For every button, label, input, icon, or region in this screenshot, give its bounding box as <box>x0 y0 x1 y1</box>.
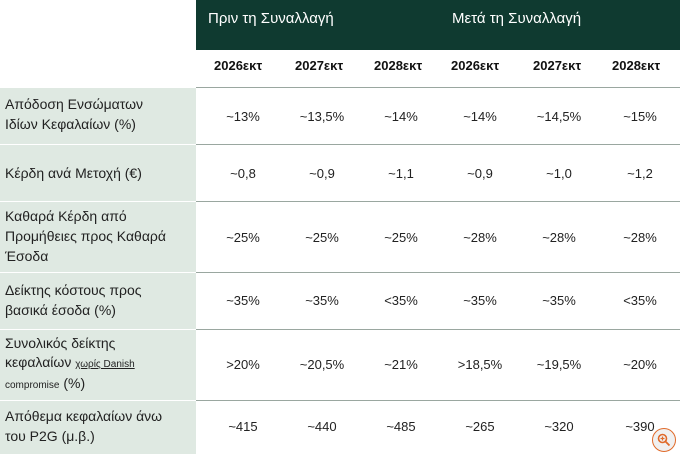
table-cell: ~0,9 <box>467 166 493 181</box>
table-cell: ~25% <box>384 230 418 245</box>
table-cell: ~28% <box>463 230 497 245</box>
table-cell: ~35% <box>463 293 497 308</box>
row-label-bg <box>0 202 196 272</box>
year-header: 2028εκτ <box>374 58 423 73</box>
table-cell: ~390 <box>625 419 655 434</box>
row-label-bg <box>0 88 196 144</box>
row-label-bg <box>0 401 196 454</box>
row-label: Απόθεμα κεφαλαίων άνω του P2G (μ.β.) <box>5 408 163 444</box>
table-cell: <35% <box>623 293 657 308</box>
table-cell: >18,5% <box>457 357 503 372</box>
table-cell: <35% <box>384 293 418 308</box>
table-header-band <box>196 0 680 50</box>
table-cell: ~28% <box>623 230 657 245</box>
table-cell: ~0,9 <box>309 166 335 181</box>
table-cell: ~35% <box>542 293 576 308</box>
table-cell: ~20% <box>623 357 657 372</box>
table-cell: ~35% <box>305 293 339 308</box>
table-cell: ~0,8 <box>230 166 256 181</box>
row-label: Συνολικός δείκτης κεφαλαίων χωρίς Danish… <box>5 335 135 391</box>
table-cell: ~35% <box>226 293 260 308</box>
divider <box>196 329 680 330</box>
table-cell: ~485 <box>386 419 416 434</box>
row-label-bg <box>0 145 196 201</box>
divider <box>196 400 680 401</box>
year-header: 2026εκτ <box>451 58 500 73</box>
table-cell: ~13,5% <box>299 109 345 124</box>
year-header: 2028εκτ <box>612 58 661 73</box>
row-label: Κέρδη ανά Μετοχή (€) <box>5 165 142 181</box>
table-cell: ~415 <box>228 419 258 434</box>
table-cell: ~1,0 <box>546 166 572 181</box>
divider <box>196 272 680 273</box>
year-header: 2027εκτ <box>533 58 582 73</box>
table-cell: ~25% <box>226 230 260 245</box>
row-label-bg <box>0 330 196 400</box>
table-cell: ~14% <box>463 109 497 124</box>
zoom-button[interactable] <box>652 428 676 452</box>
table-cell: ~440 <box>307 419 337 434</box>
row-label: Δείκτης κόστους προς βασικά έσοδα (%) <box>5 282 142 318</box>
header-after: Μετά τη Συναλλαγή <box>452 10 582 27</box>
row-label: Απόδοση Ενσώματων Ιδίων Κεφαλαίων (%) <box>5 96 144 132</box>
row-label: Καθαρά Κέρδη από Προμήθειες προς Καθαρά … <box>5 208 166 264</box>
table-cell: ~14,5% <box>536 109 582 124</box>
table-cell: ~25% <box>305 230 339 245</box>
table-cell: ~19,5% <box>536 357 582 372</box>
table-cell: ~265 <box>465 419 495 434</box>
year-header: 2027εκτ <box>295 58 344 73</box>
table-cell: ~21% <box>384 357 418 372</box>
table-cell: ~1,2 <box>627 166 653 181</box>
divider <box>196 144 680 145</box>
table-cell: ~14% <box>384 109 418 124</box>
table-cell: ~13% <box>226 109 260 124</box>
year-header: 2026εκτ <box>214 58 263 73</box>
table-cell: >20% <box>226 357 260 372</box>
row-label-bg <box>0 273 196 329</box>
table-cell: ~28% <box>542 230 576 245</box>
divider <box>196 87 680 88</box>
divider <box>196 201 680 202</box>
table-cell: ~320 <box>544 419 574 434</box>
zoom-in-icon <box>657 433 671 447</box>
table-cell: ~1,1 <box>388 166 414 181</box>
table-cell: ~15% <box>623 109 657 124</box>
header-before: Πριν τη Συναλλαγή <box>208 10 334 27</box>
table-cell: ~20,5% <box>299 357 345 372</box>
